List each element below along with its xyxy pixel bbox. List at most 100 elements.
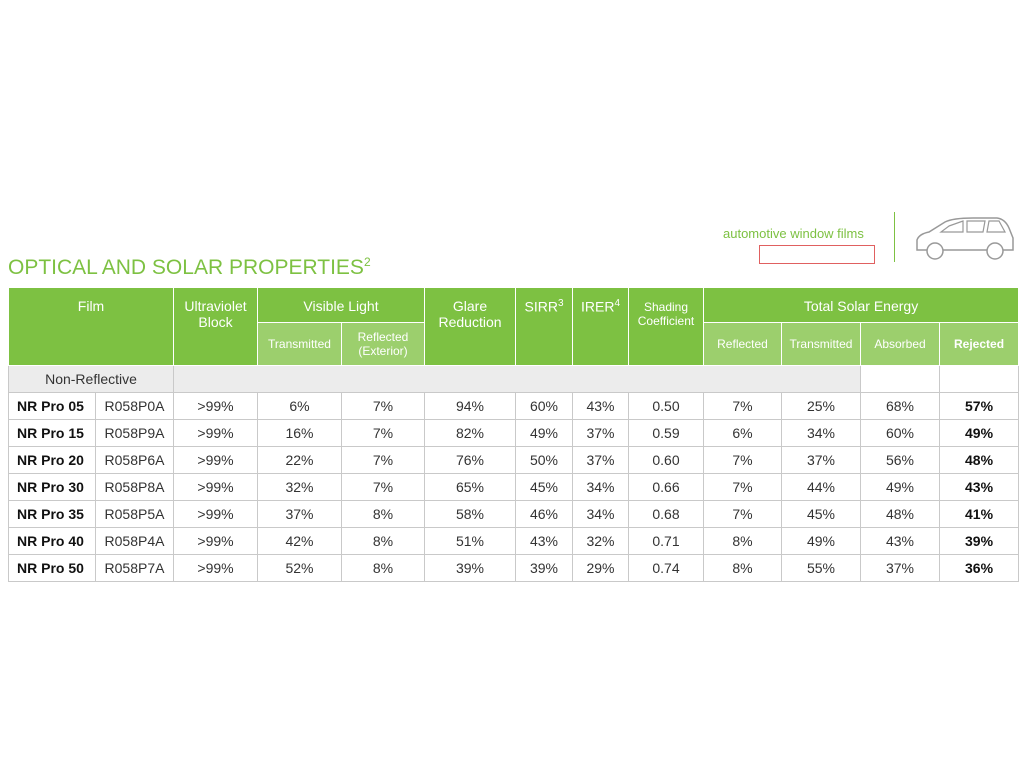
value-cell: 50% — [515, 446, 573, 474]
value-cell: >99% — [173, 500, 258, 528]
value-cell: >99% — [173, 554, 258, 582]
value-cell: 7% — [341, 392, 425, 420]
section-title: OPTICAL AND SOLAR PROPERTIES2 — [8, 255, 371, 280]
header-text: SIRR — [524, 298, 558, 315]
subheader-cell: Reflected — [703, 322, 782, 366]
film-name: NR Pro 20 — [8, 446, 96, 474]
value-cell: 7% — [341, 473, 425, 501]
value-cell: 0.60 — [628, 446, 704, 474]
value-cell: 60% — [860, 419, 940, 447]
header-cell: Total Solar Energy — [702, 287, 1020, 323]
table-row: NR Pro 15 R058P9A >99% 16% 7% 82% 49% 37% 0.59 6%… — [8, 419, 1020, 447]
group-fill — [173, 365, 861, 393]
title-text: OPTICAL AND SOLAR PROPERTIES — [8, 256, 364, 279]
value-cell: 56% — [860, 446, 940, 474]
value-cell: 42% — [257, 527, 342, 555]
table-row: NR Pro 50 R058P7A >99% 52% 8% 39% 39% 29% 0.74 8%… — [8, 554, 1020, 582]
film-code: R058P9A — [95, 419, 174, 447]
header-cell: Ultraviolet Block — [173, 287, 258, 366]
value-cell: 43% — [938, 473, 1020, 501]
value-cell: 32% — [257, 473, 342, 501]
value-cell: 43% — [515, 527, 573, 555]
value-cell: 29% — [572, 554, 629, 582]
value-cell: 34% — [572, 500, 629, 528]
car-icon — [916, 217, 1014, 260]
title-sup: 2 — [363, 255, 371, 269]
table-row: NR Pro 35 R058P5A >99% 37% 8% 58% 46% 34% 0.68 7%… — [8, 500, 1020, 528]
value-cell: 36% — [938, 554, 1020, 582]
value-cell: 82% — [424, 419, 516, 447]
value-cell: 43% — [572, 392, 629, 420]
table-row: NR Pro 30 R058P8A >99% 32% 7% 65% 45% 34% 0.66 7%… — [8, 473, 1020, 501]
value-cell: 8% — [341, 527, 425, 555]
value-cell: 22% — [257, 446, 342, 474]
value-cell: 32% — [572, 527, 629, 555]
value-cell: >99% — [173, 419, 258, 447]
value-cell: 52% — [257, 554, 342, 582]
value-cell: 8% — [341, 554, 425, 582]
value-cell: 49% — [515, 419, 573, 447]
value-cell: 6% — [257, 392, 342, 420]
film-code: R058P6A — [95, 446, 174, 474]
value-cell: 8% — [703, 554, 782, 582]
film-name: NR Pro 35 — [8, 500, 96, 528]
brand-label: automotive window films — [723, 226, 864, 241]
value-cell: 49% — [938, 419, 1020, 447]
value-cell: 0.66 — [628, 473, 704, 501]
value-cell: 7% — [703, 500, 782, 528]
value-cell: 34% — [572, 473, 629, 501]
value-cell: 51% — [424, 527, 516, 555]
film-name: NR Pro 05 — [8, 392, 96, 420]
value-cell: >99% — [173, 527, 258, 555]
table-row: NR Pro 40 R058P4A >99% 42% 8% 51% 43% 32% 0.71 8%… — [8, 527, 1020, 555]
header-cell: Film — [8, 287, 174, 366]
header-cell: Glare Reduction — [424, 287, 516, 366]
value-cell: >99% — [173, 473, 258, 501]
value-cell: 7% — [703, 392, 782, 420]
value-cell: 55% — [781, 554, 861, 582]
value-cell: 94% — [424, 392, 516, 420]
header-cell: Shading Coefficient — [628, 287, 704, 366]
value-cell: 37% — [572, 446, 629, 474]
value-cell: 37% — [572, 419, 629, 447]
value-cell: 34% — [781, 419, 861, 447]
value-cell: 7% — [341, 419, 425, 447]
value-cell: 37% — [781, 446, 861, 474]
film-code: R058P8A — [95, 473, 174, 501]
properties-table: Film Ultraviolet Block Visible Light Gla… — [8, 287, 1020, 582]
value-cell: 48% — [860, 500, 940, 528]
header-cell: SIRR3 — [515, 287, 573, 366]
value-cell: 43% — [860, 527, 940, 555]
value-cell: 25% — [781, 392, 861, 420]
value-cell: 46% — [515, 500, 573, 528]
subheader-cell: Transmitted — [257, 322, 342, 366]
value-cell: 39% — [938, 527, 1020, 555]
header-sup: 3 — [557, 298, 564, 309]
divider — [894, 212, 895, 262]
value-cell: 8% — [703, 527, 782, 555]
value-cell: 16% — [257, 419, 342, 447]
value-cell: 41% — [938, 500, 1020, 528]
value-cell: >99% — [173, 446, 258, 474]
film-code: R058P7A — [95, 554, 174, 582]
film-name: NR Pro 15 — [8, 419, 96, 447]
value-cell: 7% — [341, 446, 425, 474]
value-cell: 8% — [341, 500, 425, 528]
value-cell: 60% — [515, 392, 573, 420]
value-cell: 39% — [515, 554, 573, 582]
value-cell: 6% — [703, 419, 782, 447]
value-cell: 39% — [424, 554, 516, 582]
highlight-box — [759, 245, 875, 264]
subheader-cell: Transmitted — [781, 322, 861, 366]
value-cell: 7% — [703, 473, 782, 501]
subheader-cell: Reflected (Exterior) — [341, 322, 425, 366]
value-cell: >99% — [173, 392, 258, 420]
value-cell: 0.59 — [628, 419, 704, 447]
film-name: NR Pro 40 — [8, 527, 96, 555]
value-cell: 65% — [424, 473, 516, 501]
header-cell: Visible Light — [257, 287, 425, 323]
value-cell: 49% — [781, 527, 861, 555]
empty-cell — [938, 365, 1020, 393]
film-code: R058P5A — [95, 500, 174, 528]
